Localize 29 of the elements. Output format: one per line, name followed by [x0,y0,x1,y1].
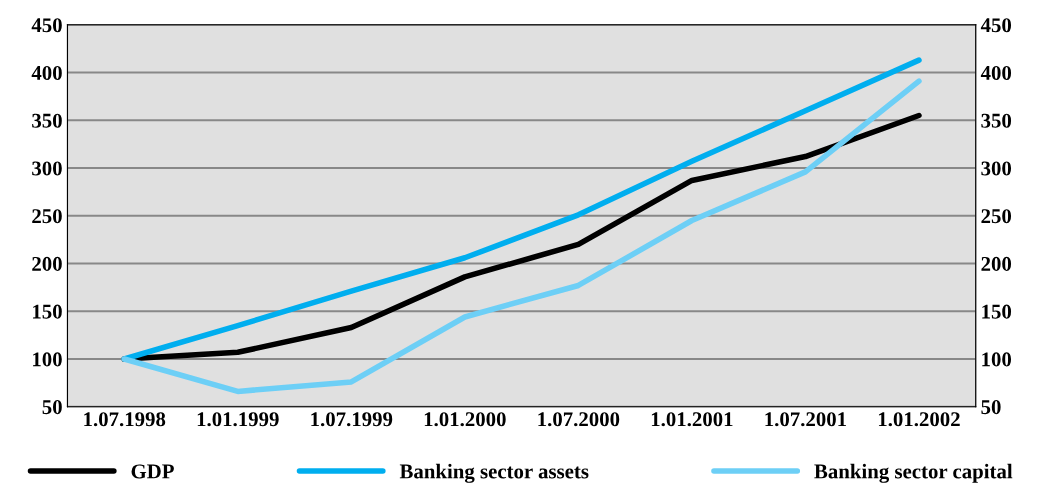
legend-label: GDP [131,464,174,479]
x-tick-label: 1.07.1998 [84,412,166,427]
y2-tick-label: 200 [981,256,1012,271]
x-tick-label: 1.07.2001 [765,412,847,427]
y-tick-label: 150 [33,304,62,319]
x-tick-label: 1.01.1999 [197,412,279,427]
x-tick-label: 1.07.2000 [538,412,620,427]
x-tick-label: 1.07.1999 [311,412,393,427]
y2-tick-label: 100 [982,352,1012,367]
y2-tick-label: 250 [981,209,1012,224]
y-tick-label: 400 [31,65,62,80]
y-tick-label: 50 [42,400,62,415]
y2-tick-label: 150 [982,304,1012,319]
y-tick-label: 450 [31,18,62,33]
y-tick-label: 200 [32,256,62,271]
x-tick-label: 1.01.2000 [424,412,506,427]
y2-tick-label: 50 [981,400,1001,415]
y-tick-label: 100 [33,352,62,367]
x-tick-label: 1.01.2001 [651,412,733,427]
y2-tick-label: 400 [980,65,1012,80]
y2-tick-label: 300 [981,161,1012,176]
x-tick-label: 1.01.2002 [878,412,960,427]
y-tick-label: 350 [32,113,62,128]
y-tick-label: 300 [32,161,62,176]
legend-label: Banking sector assets [399,463,589,483]
y2-tick-label: 450 [980,18,1012,33]
y2-tick-label: 350 [981,113,1012,128]
legend-label: Banking sector capital [814,463,1013,483]
y-tick-label: 250 [32,209,62,224]
